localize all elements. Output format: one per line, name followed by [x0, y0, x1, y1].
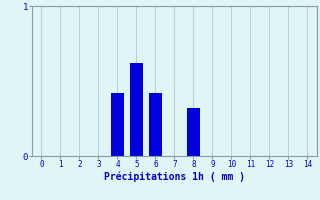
Bar [187, 108, 200, 156]
Bar [130, 63, 143, 156]
X-axis label: Précipitations 1h ( mm ): Précipitations 1h ( mm ) [104, 172, 245, 182]
Bar [111, 93, 124, 156]
Bar [149, 93, 162, 156]
